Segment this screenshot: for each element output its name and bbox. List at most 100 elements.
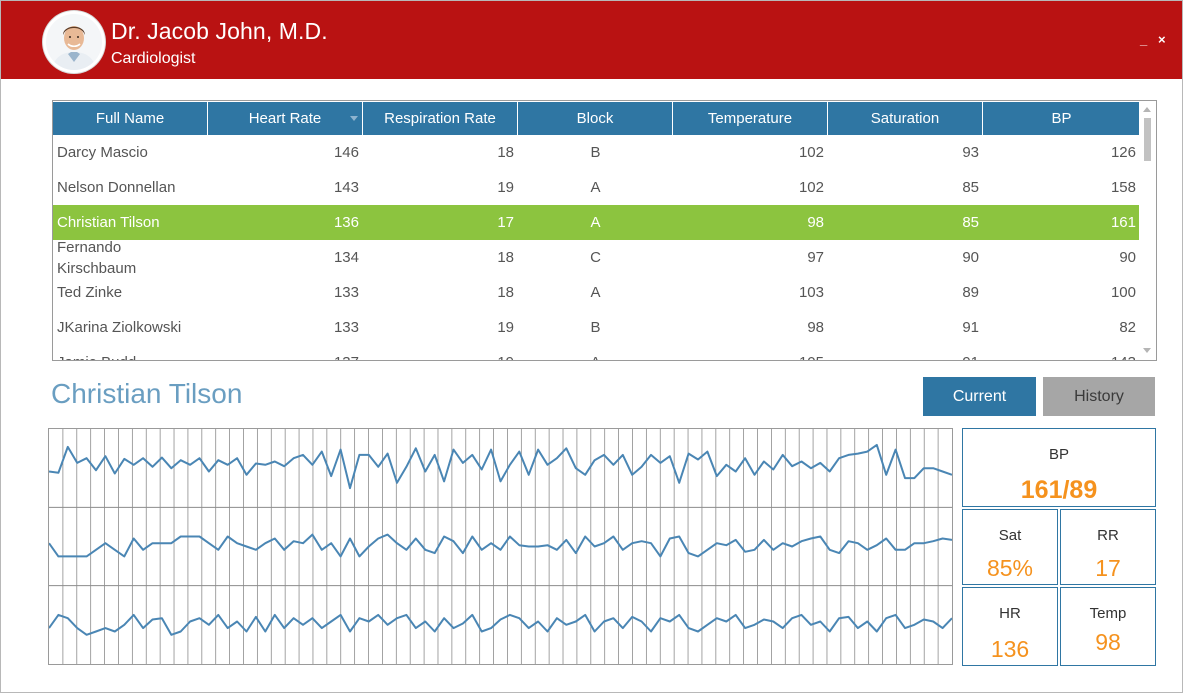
scroll-thumb[interactable]: [1144, 118, 1151, 161]
vital-temp-card: Temp 98: [1060, 587, 1156, 666]
table-row[interactable]: Fernando Kirschbaum 134 18 C 97 90 90: [53, 240, 1140, 275]
table-row[interactable]: JKarina Ziolkowski 133 19 B 98 91 82: [53, 310, 1140, 345]
grid-scrollbar[interactable]: [1139, 101, 1156, 360]
cell-bp: 100: [1110, 284, 1136, 301]
table-row[interactable]: Nelson Donnellan 143 19 A 102 85 158: [53, 170, 1140, 205]
cell-block: B: [590, 144, 601, 161]
cell-name: Fernando Kirschbaum: [57, 240, 137, 275]
patients-grid: Full Name Heart Rate Respiration Rate Bl…: [52, 100, 1157, 361]
vital-sat-label: Sat: [998, 527, 1022, 544]
cell-temp: 105: [673, 345, 828, 360]
waveform-monitor: [48, 428, 953, 665]
cell-bp: 126: [1110, 144, 1136, 161]
cell-name: Ted Zinke: [57, 284, 123, 301]
cell-rr: 19: [497, 319, 514, 336]
cell-hr: 146: [333, 144, 359, 161]
close-button[interactable]: ×: [1158, 32, 1166, 47]
cell-block: A: [590, 179, 601, 196]
cell-sat: 91: [828, 345, 983, 360]
cell-name: JKarina Ziolkowski: [57, 319, 182, 336]
cell-block: B: [590, 319, 601, 336]
column-header-block[interactable]: Block: [518, 102, 673, 135]
vital-hr-value: 136: [990, 636, 1030, 662]
cell-bp: 161: [1110, 214, 1136, 231]
selected-patient-name: Christian Tilson: [51, 378, 243, 409]
app-header: Dr. Jacob John, M.D. Cardiologist _ ×: [1, 1, 1182, 79]
cell-name: Nelson Donnellan: [57, 179, 176, 196]
cell-hr: 137: [208, 345, 363, 360]
cell-bp: 158: [1110, 179, 1136, 196]
cell-rr: 19: [363, 345, 518, 360]
vital-hr-card: HR 136: [962, 587, 1058, 666]
vital-rr-value: 17: [1095, 555, 1121, 581]
cell-sat: 90: [962, 249, 979, 266]
table-row[interactable]: Christian Tilson 136 17 A 98 85 161: [53, 205, 1140, 240]
cell-bp: 143: [983, 345, 1140, 360]
cell-temp: 102: [798, 144, 824, 161]
cell-hr: 143: [333, 179, 359, 196]
vital-temp-label: Temp: [1089, 605, 1127, 622]
column-header-saturation[interactable]: Saturation: [828, 102, 983, 135]
cell-rr: 18: [497, 249, 514, 266]
cell-block: C: [590, 249, 601, 266]
cell-bp: 82: [1119, 319, 1136, 336]
waveform-trace-1: [49, 443, 952, 490]
doctor-name: Dr. Jacob John, M.D.: [111, 18, 328, 44]
cell-hr: 133: [333, 319, 359, 336]
cell-name: Christian Tilson: [57, 214, 160, 231]
vital-hr-label: HR: [999, 605, 1021, 622]
waveform-trace-3: [49, 613, 952, 636]
vital-temp-value: 98: [1095, 629, 1121, 655]
column-header-heart-rate[interactable]: Heart Rate: [208, 102, 363, 135]
vital-sat-card: Sat 85%: [962, 509, 1058, 585]
waveform-trace-2: [49, 533, 952, 558]
current-button[interactable]: Current: [923, 377, 1036, 416]
doctor-specialty: Cardiologist: [111, 50, 196, 67]
cell-sat: 85: [962, 214, 979, 231]
cell-temp: 102: [798, 179, 824, 196]
sort-descending-icon: [350, 116, 358, 121]
cell-temp: 103: [798, 284, 824, 301]
vital-sat-value: 85%: [986, 555, 1034, 581]
vital-bp-value: 161/89: [1020, 476, 1098, 504]
table-row[interactable]: Jamie Budd13719A10591143: [53, 345, 1140, 360]
column-header-heart-rate-label: Heart Rate: [248, 110, 322, 127]
cell-rr: 18: [497, 284, 514, 301]
cell-hr: 133: [333, 284, 359, 301]
waveform-chart: [49, 429, 952, 664]
column-header-respiration-rate[interactable]: Respiration Rate: [363, 102, 518, 135]
cell-name: Darcy Mascio: [57, 144, 148, 161]
scroll-down-icon[interactable]: [1143, 348, 1151, 353]
scroll-up-icon[interactable]: [1143, 107, 1151, 112]
table-row[interactable]: Darcy Mascio 146 18 B 102 93 126: [53, 135, 1140, 170]
doctor-avatar: [43, 11, 105, 73]
cell-sat: 91: [962, 319, 979, 336]
history-button[interactable]: History: [1043, 377, 1155, 416]
cell-temp: 98: [807, 214, 824, 231]
cell-sat: 93: [962, 144, 979, 161]
minimize-button[interactable]: _: [1140, 32, 1148, 47]
cell-rr: 19: [497, 179, 514, 196]
cell-block: A: [590, 214, 601, 231]
cell-bp: 90: [1119, 249, 1136, 266]
vital-rr-label: RR: [1097, 527, 1119, 544]
vital-bp-card: BP 161/89: [962, 428, 1156, 507]
cell-block: A: [590, 284, 601, 301]
vital-rr-card: RR 17: [1060, 509, 1156, 585]
cell-rr: 18: [497, 144, 514, 161]
cell-sat: 85: [962, 179, 979, 196]
grid-rows: Darcy Mascio 146 18 B 102 93 126 Nelson Donnel…: [53, 135, 1140, 360]
cell-temp: 97: [807, 249, 824, 266]
cell-temp: 98: [807, 319, 824, 336]
doctor-avatar-icon: [46, 14, 102, 70]
cell-sat: 89: [962, 284, 979, 301]
column-header-bp[interactable]: BP: [1051, 110, 1072, 127]
grid-header: Full Name Heart Rate Respiration Rate Bl…: [53, 102, 1140, 135]
column-header-temperature[interactable]: Temperature: [673, 102, 828, 135]
column-header-full-name[interactable]: Full Name: [53, 102, 208, 135]
table-row[interactable]: Ted Zinke 133 18 A 103 89 100: [53, 275, 1140, 310]
cell-hr: 136: [333, 214, 359, 231]
cell-hr: 134: [333, 249, 359, 266]
cell-block: A: [518, 345, 673, 360]
